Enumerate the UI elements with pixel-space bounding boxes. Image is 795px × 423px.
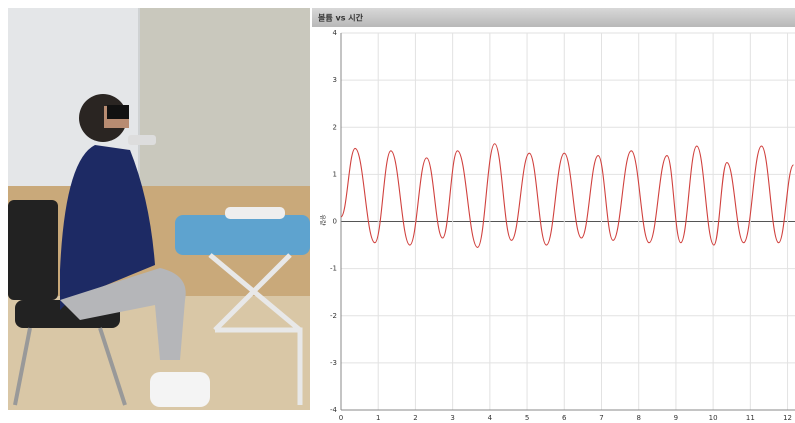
chart-header [312,8,795,27]
x-tick-label: 10 [709,414,718,422]
y-tick-label: -1 [330,265,337,273]
x-tick-label: 6 [562,414,567,422]
x-tick-label: 3 [450,414,454,422]
y-tick-label: -2 [330,312,337,320]
y-tick-label: 2 [333,123,337,131]
x-tick-label: 12 [783,414,792,422]
photo-chair-back [8,200,58,300]
chart-title: 볼륨 vs 시간 [318,13,364,23]
photo-device [225,207,285,219]
x-tick-label: 8 [636,414,640,422]
photo-shoe [150,372,210,407]
photo [8,8,310,410]
y-tick-label: 4 [333,29,338,37]
x-tick-label: 11 [746,414,755,422]
photo-screen [140,8,310,186]
y-tick-label: -4 [330,406,338,414]
photo-spirometer [128,135,156,145]
line [341,144,794,248]
x-tick-label: 1 [376,414,380,422]
page: 볼륨 vs 시간 유량 -4-3-2-101234012345678910111… [0,0,795,423]
x-tick-label: 7 [599,414,603,422]
x-tick-label: 9 [674,414,678,422]
y-tick-label: 0 [333,218,337,226]
figure: 볼륨 vs 시간 유량 -4-3-2-101234012345678910111… [0,0,795,423]
y-tick-label: -3 [330,359,337,367]
x-tick-label: 2 [413,414,417,422]
y-tick-label: 1 [333,170,337,178]
x-tick-label: 5 [525,414,529,422]
x-tick-label: 4 [488,414,493,422]
y-axis-label: 유량 [319,214,326,226]
y-tick-label: 3 [333,76,337,84]
photo-eye-mask [107,105,129,119]
x-tick-label: 0 [339,414,343,422]
photo-bed [175,215,310,255]
